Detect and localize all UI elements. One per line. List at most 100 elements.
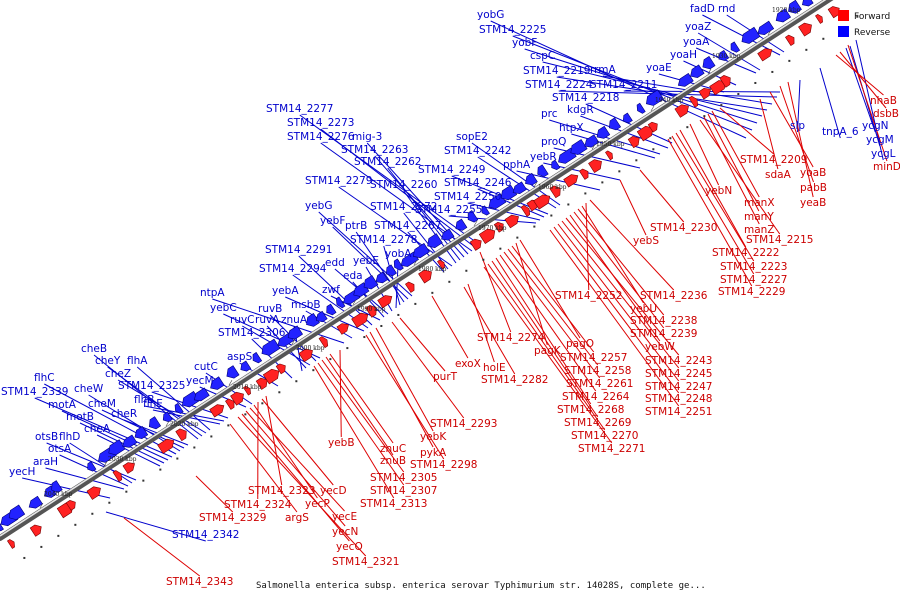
- reverse-leader-line: [702, 14, 781, 56]
- reverse-gene-label: rnd: [718, 3, 735, 15]
- reverse-gene-arrow: [0, 523, 4, 532]
- reverse-leader-line: [374, 155, 465, 258]
- forward-leader-line: [589, 199, 675, 291]
- reverse-leader-line: [299, 114, 481, 246]
- forward-gene-label: argS: [285, 512, 309, 524]
- forward-leader-line: [565, 217, 680, 356]
- kbp-tick: 1990 kbp: [357, 306, 386, 313]
- forward-gene-arrow: [563, 174, 579, 188]
- reverse-gene-label: cutC: [194, 361, 218, 373]
- forward-gene-label: STM14_2236: [640, 290, 708, 302]
- reverse-gene-label: STM14_2273: [287, 117, 354, 129]
- reverse-gene-arrow: [636, 102, 646, 114]
- reverse-gene-label: STM14_2249: [418, 164, 485, 176]
- axis-marker: [499, 247, 502, 250]
- reverse-leader-line: [105, 511, 206, 542]
- forward-gene-label: STM14_2313: [360, 498, 427, 510]
- forward-gene-arrow: [469, 238, 482, 251]
- kbp-tick: 1940 kbp: [655, 97, 684, 104]
- forward-gene-arrow: [405, 281, 415, 293]
- reverse-gene-label: cheY: [95, 355, 121, 367]
- forward-leader-line: [515, 242, 548, 346]
- forward-gene-arrow: [504, 214, 519, 229]
- reverse-leader-line: [320, 128, 477, 249]
- axis-marker: [244, 413, 247, 416]
- forward-gene-label: STM14_2264: [562, 391, 630, 403]
- axis-marker: [329, 358, 332, 361]
- axis-marker: [261, 402, 264, 405]
- forward-gene-label: STM14_2251: [645, 406, 712, 418]
- kbp-tick-mark: [473, 220, 478, 227]
- reverse-gene-label: ptrB: [345, 220, 367, 232]
- forward-leader-line: [639, 169, 685, 223]
- forward-gene-label: minD: [873, 161, 900, 173]
- forward-gene-label: STM14_2271: [578, 443, 645, 455]
- axis-marker: [210, 435, 213, 438]
- reverse-gene-label: motA: [48, 399, 77, 411]
- reverse-gene-arrow: [412, 243, 430, 259]
- reverse-leader-line: [212, 298, 345, 344]
- forward-gene-label: STM14_2321: [332, 556, 399, 568]
- forward-gene-arrow: [318, 336, 329, 349]
- reverse-gene-label: yobG: [477, 9, 504, 21]
- kbp-tick-mark: [533, 181, 538, 188]
- forward-gene-arrow: [7, 539, 15, 549]
- forward-leader-line: [719, 107, 775, 155]
- forward-gene-arrow: [225, 398, 235, 410]
- reverse-gene-arrow: [316, 310, 328, 323]
- forward-gene-label: STM14_2252: [555, 290, 622, 302]
- forward-leader-line: [839, 51, 887, 109]
- forward-gene-arrow: [418, 269, 432, 284]
- forward-strand-genes: [7, 6, 840, 549]
- reverse-gene-label: yoaE: [646, 62, 672, 74]
- reverse-gene-arrow: [802, 0, 814, 7]
- reverse-gene-label: ycgL: [871, 148, 896, 160]
- reverse-gene-label: STM14_2255: [415, 204, 482, 216]
- forward-leader-line: [689, 123, 720, 186]
- reverse-gene-arrow: [788, 0, 802, 14]
- reverse-gene-label: STM14_2306: [218, 327, 286, 339]
- reverse-leader-line: [96, 434, 161, 467]
- reverse-gene-label: msbB: [291, 299, 321, 311]
- reverse-gene-arrow: [122, 434, 138, 448]
- reverse-leader-line: [585, 103, 673, 144]
- reverse-gene-label: yebF: [320, 215, 345, 227]
- forward-leader-line: [847, 44, 888, 162]
- forward-leader-line: [835, 54, 884, 96]
- forward-leader-line: [787, 81, 814, 198]
- reverse-leader-line: [338, 186, 453, 267]
- axis-marker: [686, 126, 689, 129]
- reverse-gene-label: flhC: [34, 372, 55, 384]
- reverse-gene-label: STM14_2294: [259, 263, 327, 275]
- axis-marker: [601, 181, 604, 184]
- reverse-gene-arrow: [326, 303, 337, 316]
- reverse-leader-line: [490, 20, 747, 139]
- forward-leader-line: [671, 135, 755, 275]
- forward-leader-line: [463, 286, 516, 375]
- forward-gene-arrow: [336, 323, 349, 335]
- reverse-gene-label: ruvC: [230, 314, 255, 326]
- forward-leader-line: [577, 208, 665, 316]
- reverse-leader-line: [697, 32, 761, 71]
- reverse-gene-label: ruvA: [255, 314, 280, 326]
- forward-gene-arrow: [157, 438, 175, 454]
- forward-gene-label: STM14_2261: [566, 378, 633, 390]
- forward-gene-arrow: [674, 104, 689, 118]
- forward-gene-arrow: [605, 150, 613, 161]
- reverse-gene-arrow: [718, 49, 730, 61]
- reverse-gene-arrow: [240, 360, 252, 372]
- forward-gene-label: STM14_2305: [370, 472, 437, 484]
- forward-gene-label: yecO: [336, 541, 363, 553]
- reverse-gene-label: ntpA: [200, 287, 225, 299]
- reverse-leader-line: [79, 422, 165, 464]
- reverse-leader-line: [571, 133, 656, 159]
- reverse-gene-arrow: [193, 387, 210, 402]
- reverse-gene-label: araH: [33, 456, 58, 468]
- reverse-gene-arrow: [148, 416, 162, 430]
- axis-marker: [448, 280, 451, 283]
- forward-leader-line: [339, 349, 342, 438]
- reverse-gene-arrow: [44, 485, 57, 498]
- kbp-tick: 2020 kbp: [170, 421, 199, 428]
- reverse-gene-label: STM14_2219: [523, 65, 590, 77]
- reverse-gene-label: yoaA: [683, 36, 710, 48]
